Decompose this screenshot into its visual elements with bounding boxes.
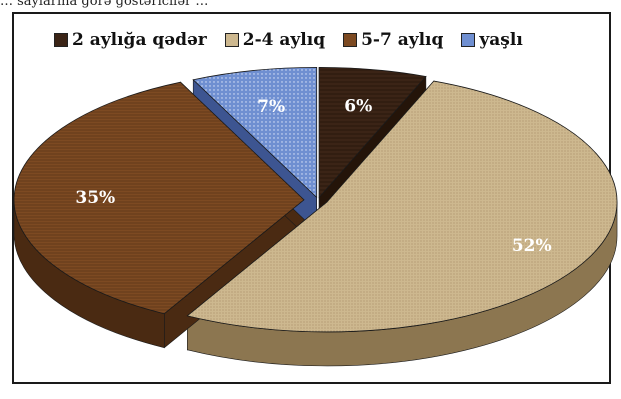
pie-slice-label-1: 52%	[512, 236, 552, 256]
pie-slice-label-0: 6%	[344, 96, 372, 116]
pie-slice-label-2: 35%	[75, 188, 115, 208]
pie-slice-label-3: 7%	[257, 97, 285, 117]
